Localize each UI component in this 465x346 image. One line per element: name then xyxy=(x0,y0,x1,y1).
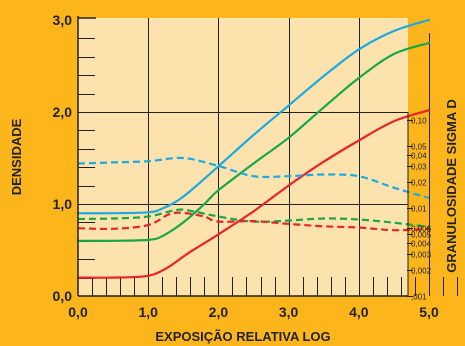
y-tick-labels: 0,0 1,0 2,0 3,0 xyxy=(53,12,73,304)
y-tick-label: 0,0 xyxy=(53,288,73,304)
y2-tick-label: ,001 xyxy=(411,293,427,302)
minor-ticks xyxy=(78,38,458,296)
y2-tick-label: 0,04 xyxy=(411,152,427,161)
y2-tick-label: 0,01 xyxy=(411,205,427,214)
y2-tick-label: 0,004 xyxy=(411,240,432,249)
y2-tick-label: 0,002 xyxy=(411,267,432,276)
y-tick-label: 3,0 xyxy=(53,12,73,28)
x-tick-label: 0,0 xyxy=(68,304,88,320)
grid xyxy=(78,18,430,296)
x-tick-labels: 0,0 1,0 2,0 3,0 4,0 5,0 xyxy=(68,304,439,320)
axes xyxy=(77,16,409,297)
x-tick-label: 2,0 xyxy=(209,304,229,320)
y2-tick-label: 0,02 xyxy=(411,179,427,188)
y-tick-label: 2,0 xyxy=(53,104,73,120)
x-tick-label: 3,0 xyxy=(279,304,299,320)
y-axis-title: DENSIDADE xyxy=(9,118,24,195)
y2-tick-label: 0,005 xyxy=(411,231,432,240)
x-axis-title: EXPOSIÇÃO RELATIVA LOG xyxy=(155,329,330,344)
green-dashed-curve xyxy=(77,208,430,228)
y2-axis-title: GRANULOSIDADE SIGMA D xyxy=(444,99,459,273)
y-tick-label: 1,0 xyxy=(53,196,73,212)
x-tick-label: 4,0 xyxy=(349,304,369,320)
x-tick-label: 1,0 xyxy=(138,304,158,320)
blue-dashed-curve xyxy=(77,156,430,200)
series-layer xyxy=(76,18,431,279)
plot-area xyxy=(78,18,408,296)
y2-tick-label: 0,006 xyxy=(411,225,432,234)
y2-tick-label: 0,10 xyxy=(411,117,427,126)
x-tick-label: 5,0 xyxy=(419,304,439,320)
green-solid-curve xyxy=(76,41,431,242)
y2-tick-label: 0,003 xyxy=(411,251,432,260)
red-solid-curve xyxy=(76,109,431,279)
blue-solid-curve xyxy=(76,18,431,215)
y2-tick-label: 0,05 xyxy=(411,143,427,152)
red-dashed-curve xyxy=(77,211,430,232)
y2-tick-label: 0,03 xyxy=(411,163,427,172)
